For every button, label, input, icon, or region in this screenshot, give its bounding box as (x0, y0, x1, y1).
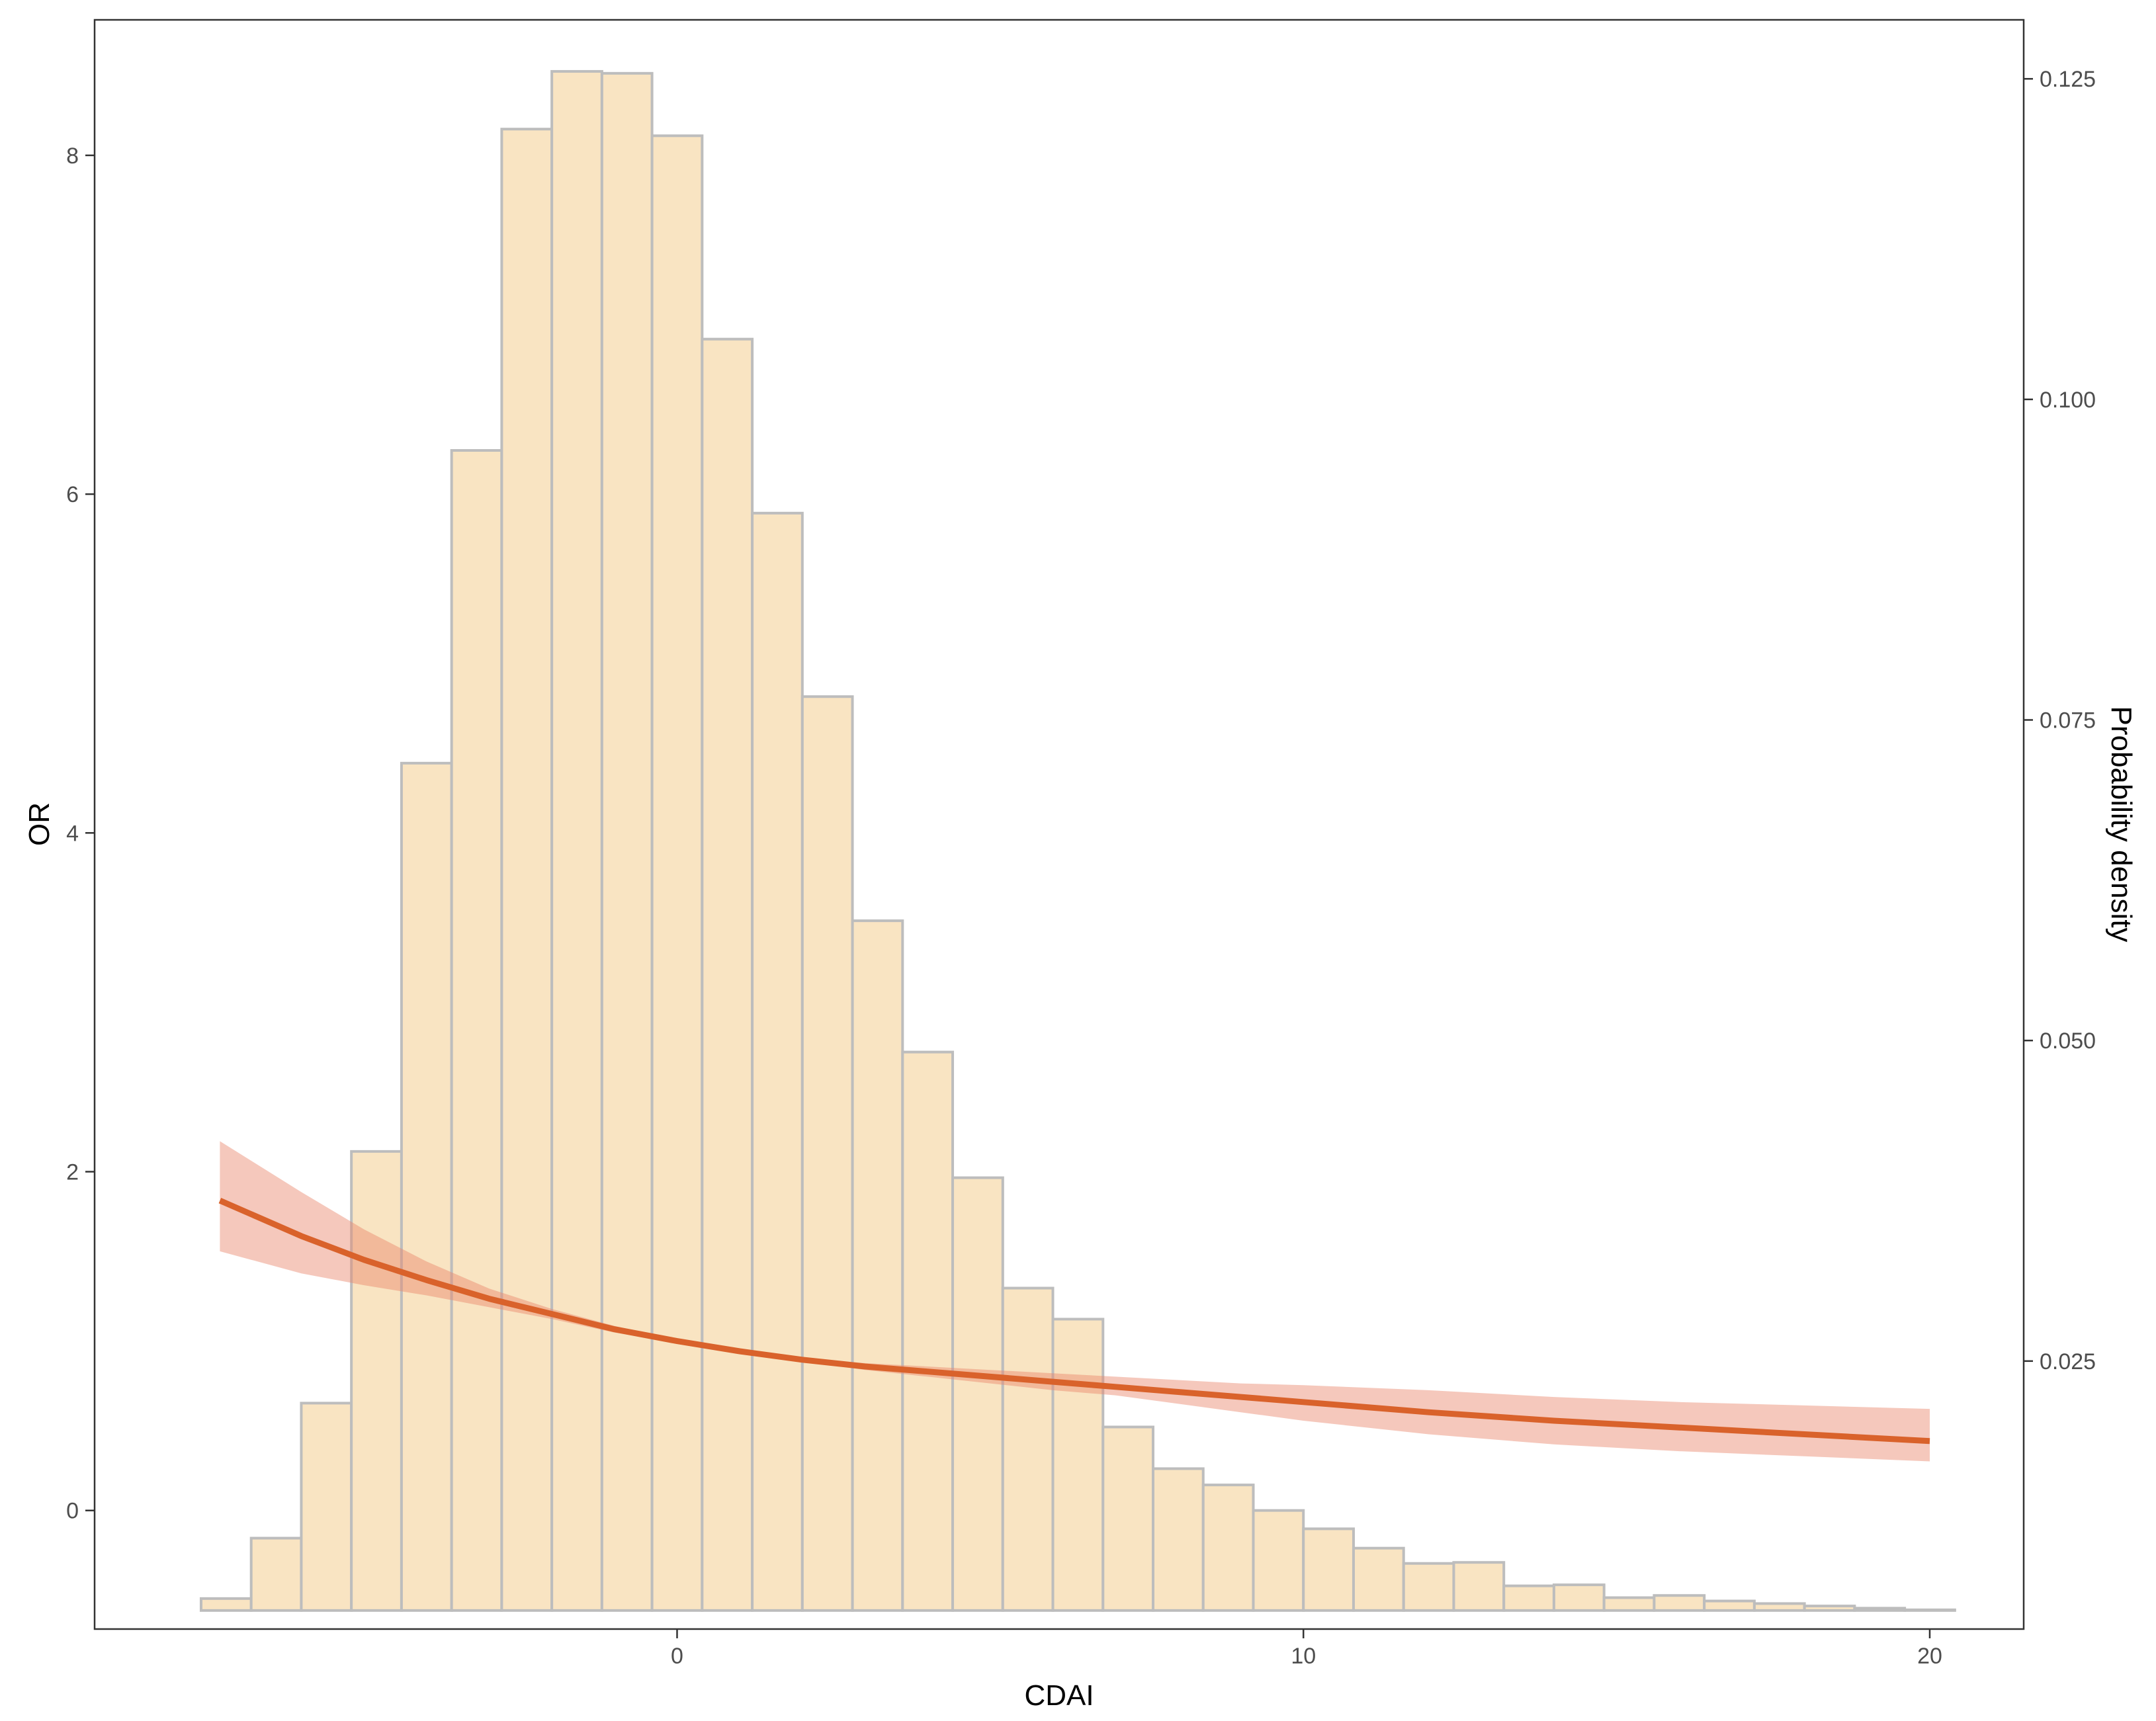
histogram-bar-4 (400, 761, 453, 1612)
histogram-bar-28 (1602, 1596, 1656, 1612)
histogram-bar-1 (249, 1536, 303, 1612)
histogram-bar-2 (300, 1402, 353, 1612)
histogram-bar-12 (800, 695, 854, 1612)
y-tick-label-1: 2 (66, 1160, 79, 1185)
plot-panel-border (93, 19, 2025, 1630)
y-tick-label-3: 6 (66, 482, 79, 507)
histogram-bar-33 (1853, 1607, 1907, 1612)
x-axis-title: CDAI (1024, 1679, 1094, 1712)
or-line (218, 1197, 1930, 1445)
y-axis-right-title: Probability density (2105, 706, 2137, 942)
histogram-bar-32 (1803, 1605, 1856, 1612)
x-tick-label-2: 20 (1917, 1644, 1942, 1669)
x-axis: 0 10 20 (671, 1629, 1942, 1669)
histogram-bar-13 (851, 919, 904, 1612)
histogram-bar-5 (450, 448, 503, 1612)
histogram-bar-20 (1201, 1484, 1255, 1612)
histogram-bar-19 (1152, 1467, 1205, 1612)
histogram-bar-25 (1452, 1561, 1506, 1612)
y-axis-right: 0.025 0.050 0.075 0.100 0.125 (2024, 67, 2096, 1374)
y-axis-title: OR (23, 802, 56, 846)
histogram-bar-24 (1402, 1562, 1455, 1612)
histogram-bar-29 (1653, 1594, 1706, 1612)
histogram-bar-14 (901, 1050, 955, 1612)
histogram-bars (199, 69, 1956, 1612)
y-tick-label-4: 8 (66, 144, 79, 169)
histogram-bar-30 (1703, 1599, 1756, 1612)
y-tick-label-2: 4 (66, 821, 79, 846)
histogram-bar-11 (751, 511, 804, 1612)
histogram-bar-3 (350, 1150, 403, 1612)
histogram-bar-27 (1552, 1583, 1606, 1612)
histogram-bar-26 (1502, 1584, 1555, 1612)
histogram-bar-31 (1752, 1602, 1806, 1612)
histogram-bar-8 (600, 71, 654, 1612)
y-axis-left: 0 2 4 6 8 (66, 144, 95, 1524)
histogram-bar-22 (1302, 1527, 1355, 1612)
y-right-tick-label-3: 0.100 (2040, 388, 2096, 413)
histogram-bar-21 (1252, 1509, 1305, 1612)
histogram-bar-15 (951, 1176, 1004, 1612)
histogram-bar-6 (500, 128, 554, 1612)
y-right-tick-label-4: 0.125 (2040, 67, 2096, 92)
histogram-bar-7 (550, 69, 603, 1612)
y-tick-label-0: 0 (66, 1499, 79, 1524)
histogram-bar-17 (1051, 1318, 1105, 1612)
histogram-bar-10 (701, 337, 754, 1612)
y-right-tick-label-2: 0.075 (2040, 708, 2096, 734)
y-right-tick-label-0: 0.025 (2040, 1349, 2096, 1374)
histogram-bar-23 (1352, 1546, 1405, 1612)
y-right-tick-label-1: 0.050 (2040, 1028, 2096, 1054)
or-curve (218, 1197, 1930, 1445)
histogram-bar-18 (1101, 1425, 1155, 1612)
histogram-bar-16 (1001, 1286, 1055, 1612)
x-tick-label-0: 0 (671, 1644, 683, 1669)
histogram-bar-9 (650, 134, 704, 1612)
histogram-bar-0 (199, 1597, 253, 1612)
x-tick-label-1: 10 (1291, 1644, 1316, 1669)
histogram-bar-34 (1903, 1608, 1956, 1612)
